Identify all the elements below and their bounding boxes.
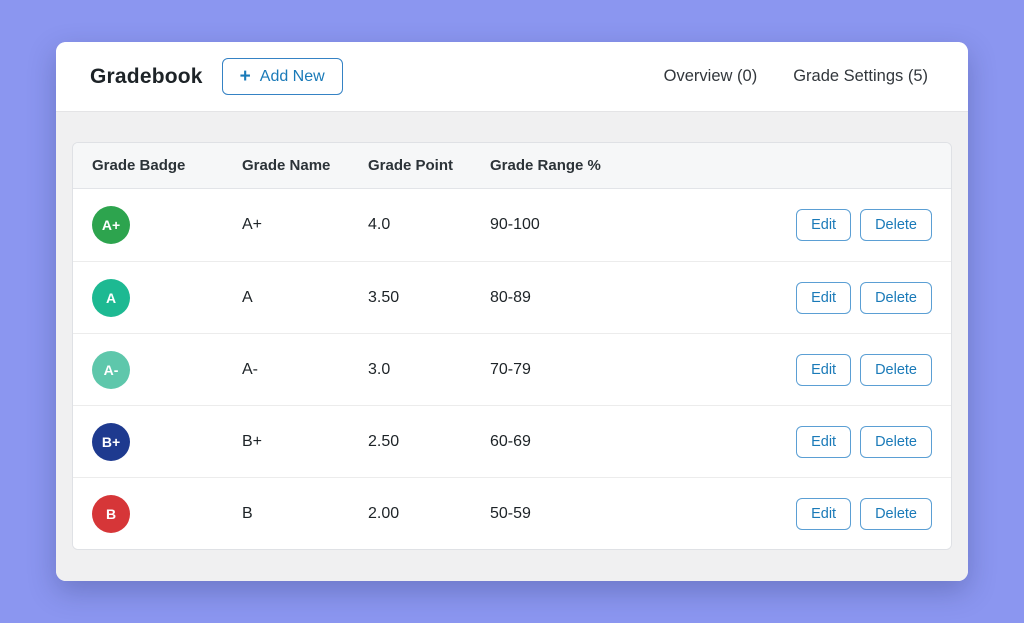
edit-button[interactable]: Edit [796,497,852,530]
grade-range-cell: 80-89 [490,288,531,306]
tab-overview[interactable]: Overview (0) [663,67,758,85]
edit-button[interactable]: Edit [796,425,852,458]
grade-point-cell: 4.0 [368,216,391,233]
grade-name-cell: A [242,288,253,306]
grade-badge: A- [92,350,130,389]
page-title: Gradebook [90,64,203,88]
gradebook-card: Gradebook + Add New Overview (0) Grade S… [56,42,968,581]
table-header-row: Grade Badge Grade Name Grade Point Grade… [73,143,951,189]
add-new-label: Add New [259,67,325,85]
plus-icon: + [239,66,251,87]
grade-name-cell: B+ [242,432,263,450]
delete-button[interactable]: Delete [860,281,932,314]
grade-badge: A [92,278,130,317]
header-tabs: Overview (0) Grade Settings (5) [664,67,928,86]
grade-point-cell: 2.00 [368,504,400,522]
edit-button[interactable]: Edit [796,209,852,241]
row-actions: Edit Delete [796,209,932,241]
grade-range-cell: 50-59 [490,504,531,522]
grade-badge: B [92,494,130,533]
column-header-grade-point: Grade Point [368,157,454,174]
row-actions: Edit Delete [796,497,932,530]
grade-table: Grade Badge Grade Name Grade Point Grade… [72,142,952,550]
table-row: B+ B+ 2.50 60-69 Edit Delete [73,405,951,477]
grade-name-cell: A- [242,360,258,378]
table-row: A- A- 3.0 70-79 Edit Delete [73,333,951,405]
grade-range-cell: 70-79 [490,360,531,378]
column-header-grade-range: Grade Range % [490,157,601,174]
tab-grade-settings[interactable]: Grade Settings (5) [793,67,928,85]
grade-name-cell: A+ [242,216,263,233]
card-header: Gradebook + Add New Overview (0) Grade S… [56,42,968,112]
table-row: A A 3.50 80-89 Edit Delete [73,261,951,333]
grade-range-cell: 60-69 [490,432,531,450]
row-actions: Edit Delete [796,353,932,386]
table-row: B B 2.00 50-59 Edit Delete [73,477,951,549]
grade-badge: A+ [92,206,130,244]
grade-range-cell: 90-100 [490,216,540,233]
edit-button[interactable]: Edit [796,281,852,314]
column-header-grade-name: Grade Name [242,157,331,174]
row-actions: Edit Delete [796,425,932,458]
grade-name-cell: B [242,504,253,522]
delete-button[interactable]: Delete [860,497,932,530]
edit-button[interactable]: Edit [796,353,852,386]
table-row: A+ A+ 4.0 90-100 Edit Delete [73,189,951,261]
grade-point-cell: 3.50 [368,288,400,306]
grade-point-cell: 2.50 [368,432,400,450]
column-header-grade-badge: Grade Badge [92,157,186,174]
delete-button[interactable]: Delete [860,353,932,386]
delete-button[interactable]: Delete [860,209,932,241]
card-body: Grade Badge Grade Name Grade Point Grade… [56,112,968,581]
grade-point-cell: 3.0 [368,360,391,378]
add-new-button[interactable]: + Add New [221,58,343,95]
grade-badge: B+ [92,422,130,461]
row-actions: Edit Delete [796,281,932,314]
delete-button[interactable]: Delete [860,425,932,458]
